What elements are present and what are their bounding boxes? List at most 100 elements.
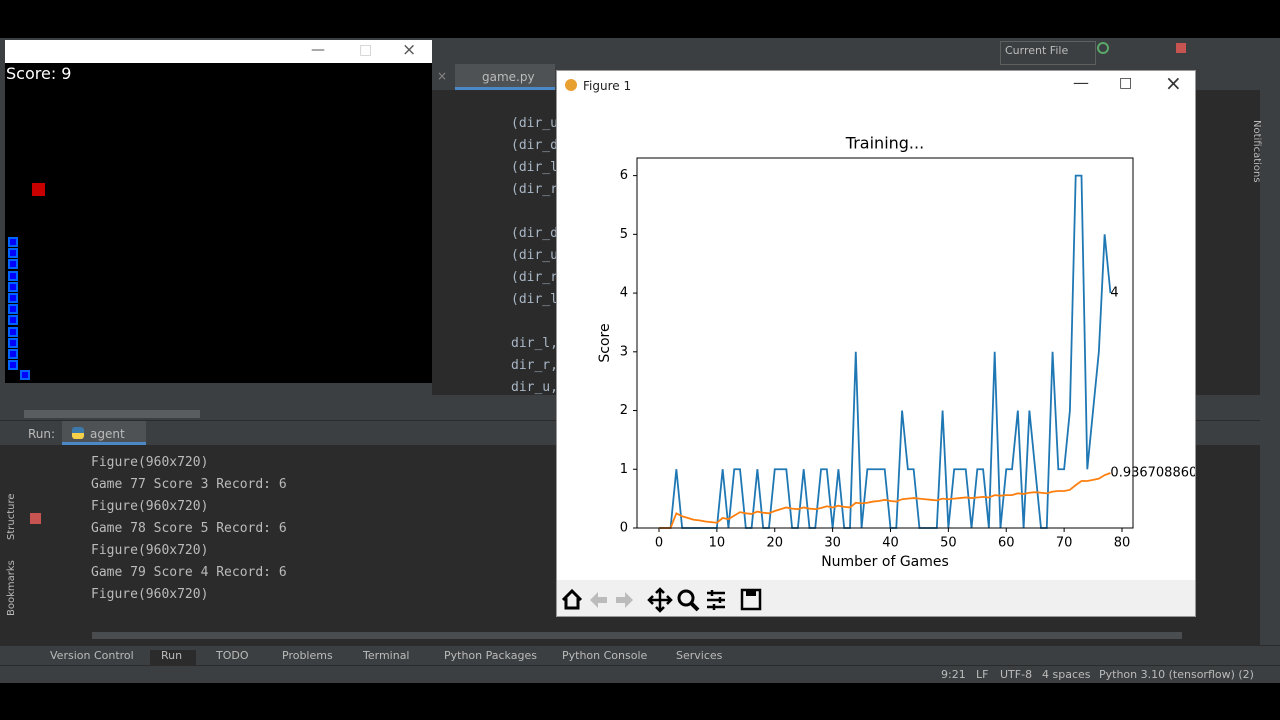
tool-window-button[interactable]: Python Console: [562, 649, 648, 662]
plot-frame: [636, 157, 1134, 529]
python-icon: [72, 427, 84, 439]
x-tick-label: 20: [766, 536, 783, 551]
mpl-toolbar: [557, 580, 1195, 616]
close-icon[interactable]: ×: [437, 69, 448, 83]
snake-segment: [20, 370, 30, 380]
code-line: (dir_l: [511, 160, 558, 175]
series-line: [658, 174, 1112, 529]
console-line: Game 77 Score 3 Record: 6: [91, 477, 287, 492]
stop-icon[interactable]: [1176, 43, 1186, 53]
home-button[interactable]: [561, 588, 583, 610]
snake-segment: [8, 315, 18, 326]
side-label: Structure: [6, 493, 17, 540]
save-detail: [746, 590, 756, 596]
tool-window-button[interactable]: Terminal: [363, 649, 410, 662]
console-line: Game 79 Score 4 Record: 6: [91, 565, 287, 580]
chart: Training... Number of Games Score 0 10 20 3…: [597, 134, 1195, 571]
console-line: Figure(960x720): [91, 587, 209, 602]
configure-button[interactable]: [707, 590, 725, 610]
zoom-handle: [689, 601, 700, 612]
pan-button[interactable]: [647, 587, 673, 613]
close[interactable]: ×: [1165, 71, 1182, 95]
tool-window-button[interactable]: Version Control: [50, 649, 134, 662]
zoom-button[interactable]: [677, 589, 695, 607]
x-tick-label: 70: [1056, 536, 1073, 551]
series-line: [658, 472, 1111, 529]
tool-window-button[interactable]: Python Packages: [444, 649, 537, 662]
x-tick-label: 0: [655, 536, 663, 551]
tool-window-bar: [0, 645, 1280, 665]
chart-title: Training...: [845, 134, 924, 153]
figure-title: Figure 1: [583, 79, 632, 93]
status-bar: [0, 665, 1280, 683]
snake-segment: [8, 326, 18, 337]
snake-segment: [8, 281, 18, 292]
x-tick-label: 80: [1114, 536, 1131, 551]
y-tick-label: 5: [620, 227, 628, 242]
y-tick-label: 0: [620, 521, 628, 536]
scrollbar: [24, 410, 200, 418]
status-item[interactable]: 9:21: [941, 668, 966, 681]
score-label: Score: 9: [6, 64, 72, 83]
snake-segment: [8, 237, 18, 247]
console-line: Figure(960x720): [91, 499, 209, 514]
minimize[interactable]: —: [1073, 73, 1089, 92]
figure-window: Figure 1 — □ × Training... Number of Gam…: [556, 70, 1196, 617]
side-label: Notifications: [1251, 120, 1262, 183]
code-line: dir_r,: [511, 358, 558, 373]
toolbar-icons: [561, 587, 762, 613]
snake-segment: [8, 248, 18, 259]
status-item[interactable]: UTF-8: [1000, 668, 1033, 681]
x-tick-label: 50: [940, 536, 957, 551]
maximize[interactable]: □: [359, 42, 373, 58]
snake-segment: [8, 293, 18, 303]
code-line: (dir_r: [511, 270, 558, 285]
console-line: Figure(960x720): [91, 455, 209, 470]
tab-label[interactable]: game.py: [482, 70, 535, 84]
snake-segment: [8, 304, 18, 315]
y-tick-label: 6: [620, 168, 628, 183]
close[interactable]: ×: [402, 40, 417, 60]
tool-window-button[interactable]: Services: [676, 649, 723, 662]
forward-button[interactable]: [616, 592, 633, 608]
tool-window-button[interactable]: Problems: [282, 649, 333, 662]
active-tab-bg: [150, 650, 196, 665]
side-label: Bookmarks: [6, 560, 17, 616]
code-line: (dir_r: [511, 182, 558, 197]
editor-tab[interactable]: [455, 64, 555, 90]
y-tick-label: 2: [620, 403, 628, 418]
y-tick-label: 1: [620, 462, 628, 477]
stop-icon[interactable]: [30, 513, 41, 524]
back-button[interactable]: [590, 592, 607, 608]
game-titlebar: — □ ×: [5, 40, 432, 63]
code-line: (dir_u: [511, 248, 558, 263]
snake-segment: [8, 270, 18, 281]
run-tab-label[interactable]: agent: [90, 427, 125, 441]
maximize[interactable]: □: [1119, 75, 1133, 91]
y-axis-label: Score: [597, 323, 613, 362]
x-axis-label: Number of Games: [821, 554, 949, 570]
tool-window-button[interactable]: TODO: [216, 649, 249, 662]
y-tick-label: 3: [620, 344, 628, 359]
end-annotation: 4: [1110, 286, 1118, 301]
run-label: Run:: [28, 427, 56, 441]
x-tick-label: 60: [998, 536, 1015, 551]
status-item[interactable]: LF: [976, 668, 989, 681]
code-line: (dir_d: [511, 138, 558, 153]
snake-segment: [8, 349, 18, 359]
status-item[interactable]: Python 3.10 (tensorflow) (2): [1099, 668, 1254, 681]
game-window: — □ × Score: 9: [5, 40, 432, 383]
status-item[interactable]: 4 spaces: [1042, 668, 1091, 681]
figure-icon: [565, 79, 577, 91]
run-config[interactable]: Current File: [1000, 41, 1096, 65]
rerun-icon[interactable]: [1097, 42, 1109, 54]
console-line: Game 78 Score 5 Record: 6: [91, 521, 287, 536]
x-tick-label: 40: [882, 536, 899, 551]
snake-segment: [8, 259, 18, 270]
code-line: dir_u,: [511, 380, 558, 395]
food: [32, 183, 45, 196]
x-tick-label: 10: [709, 536, 726, 551]
scrollbar: [92, 632, 1182, 639]
minimize[interactable]: —: [311, 42, 325, 58]
tool-window-button[interactable]: Run: [161, 649, 183, 662]
